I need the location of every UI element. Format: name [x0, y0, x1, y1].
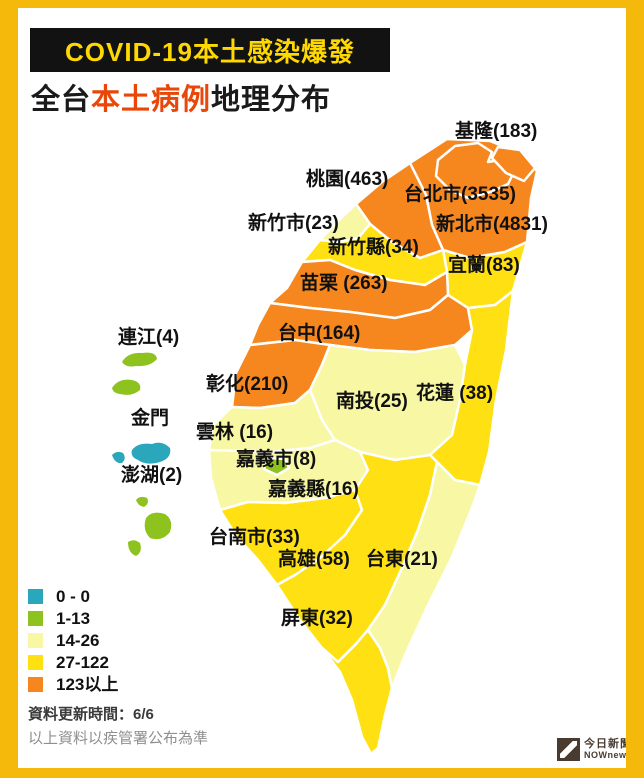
region-label-hsinchu-city: 新竹市(23)	[248, 213, 339, 234]
title-banner: COVID-19本土感染爆發	[30, 28, 390, 72]
legend-label: 14-26	[56, 631, 100, 650]
region-label-taichung: 台中(164)	[278, 323, 361, 344]
legend-row-14-26: 14-26	[28, 630, 118, 651]
region-taitung	[366, 460, 482, 690]
nownews-logo-cn: 今日新聞	[584, 738, 632, 750]
region-lianjiang-islands	[112, 352, 157, 395]
region-chiayi-city	[262, 456, 291, 477]
region-hsinchu-city	[318, 202, 372, 244]
legend-swatch-yellow	[28, 655, 43, 670]
region-label-chiayi-county: 嘉義縣(16)	[268, 479, 359, 500]
region-label-hualien: 花蓮 (38)	[416, 383, 494, 404]
legend-swatch-pale-yellow	[28, 633, 43, 648]
region-label-kaohsiung: 高雄(58)	[278, 549, 350, 570]
region-label-new-taipei: 新北市(4831)	[436, 214, 548, 235]
region-label-keelung: 基隆(183)	[455, 121, 538, 142]
region-label-taoyuan: 桃園(463)	[306, 169, 389, 190]
region-label-taitung: 台東(21)	[366, 549, 438, 570]
region-label-tainan: 台南市(33)	[209, 527, 300, 548]
nownews-logo-text: 今日新聞 NOWnews	[584, 739, 632, 760]
region-label-lianjiang: 連江(4)	[118, 327, 180, 348]
region-kinmen-islands	[112, 442, 171, 464]
legend-swatch-teal	[28, 589, 43, 604]
region-label-changhua: 彰化(210)	[206, 374, 289, 395]
title-banner-text: COVID-19本土感染爆發	[65, 36, 355, 67]
nownews-logo-en: NOWnews	[584, 750, 633, 760]
subtitle-highlight: 本土病例	[91, 84, 212, 116]
region-label-pingtung: 屏東(32)	[281, 608, 353, 629]
subtitle-suffix: 地理分布	[211, 84, 332, 116]
legend-row-0-0: 0 - 0	[28, 586, 118, 607]
disclaimer-text: 以上資料以疾管署公布為準	[28, 730, 209, 747]
legend-label: 123以上	[56, 675, 119, 694]
legend-row-27-122: 27-122	[28, 652, 118, 673]
region-label-chiayi-city: 嘉義市(8)	[236, 449, 317, 470]
legend-row-123-up: 123以上	[28, 674, 118, 695]
region-label-yunlin: 雲林 (16)	[196, 422, 274, 443]
legend-row-1-13: 1-13	[28, 608, 118, 629]
legend-label: 27-122	[56, 653, 109, 672]
legend-swatch-orange	[28, 677, 43, 692]
region-keelung	[490, 145, 537, 183]
region-label-kinmen: 金門	[131, 408, 170, 429]
legend-label: 0 - 0	[56, 587, 91, 606]
legend-swatch-green	[28, 611, 43, 626]
subtitle-prefix: 全台	[31, 84, 92, 116]
nownews-logo-icon	[557, 738, 580, 761]
region-label-hsinchu-county: 新竹縣(34)	[328, 237, 419, 258]
legend: 0 - 0 1-13 14-26 27-122 123以上	[28, 586, 118, 696]
region-label-nantou: 南投(25)	[336, 391, 408, 412]
region-label-yilan: 宜蘭(83)	[448, 255, 520, 276]
legend-label: 1-13	[56, 609, 91, 628]
region-penghu-islands	[128, 496, 172, 556]
nownews-logo: 今日新聞 NOWnews	[557, 738, 632, 761]
region-label-miaoli: 苗栗 (263)	[300, 273, 388, 294]
update-time-text: 資料更新時間：6/6	[28, 706, 154, 723]
region-label-taipei-city: 台北市(3535)	[404, 184, 516, 205]
page-subtitle: 全台本土病例地理分布	[31, 76, 331, 118]
region-label-penghu: 澎湖(2)	[121, 465, 183, 486]
